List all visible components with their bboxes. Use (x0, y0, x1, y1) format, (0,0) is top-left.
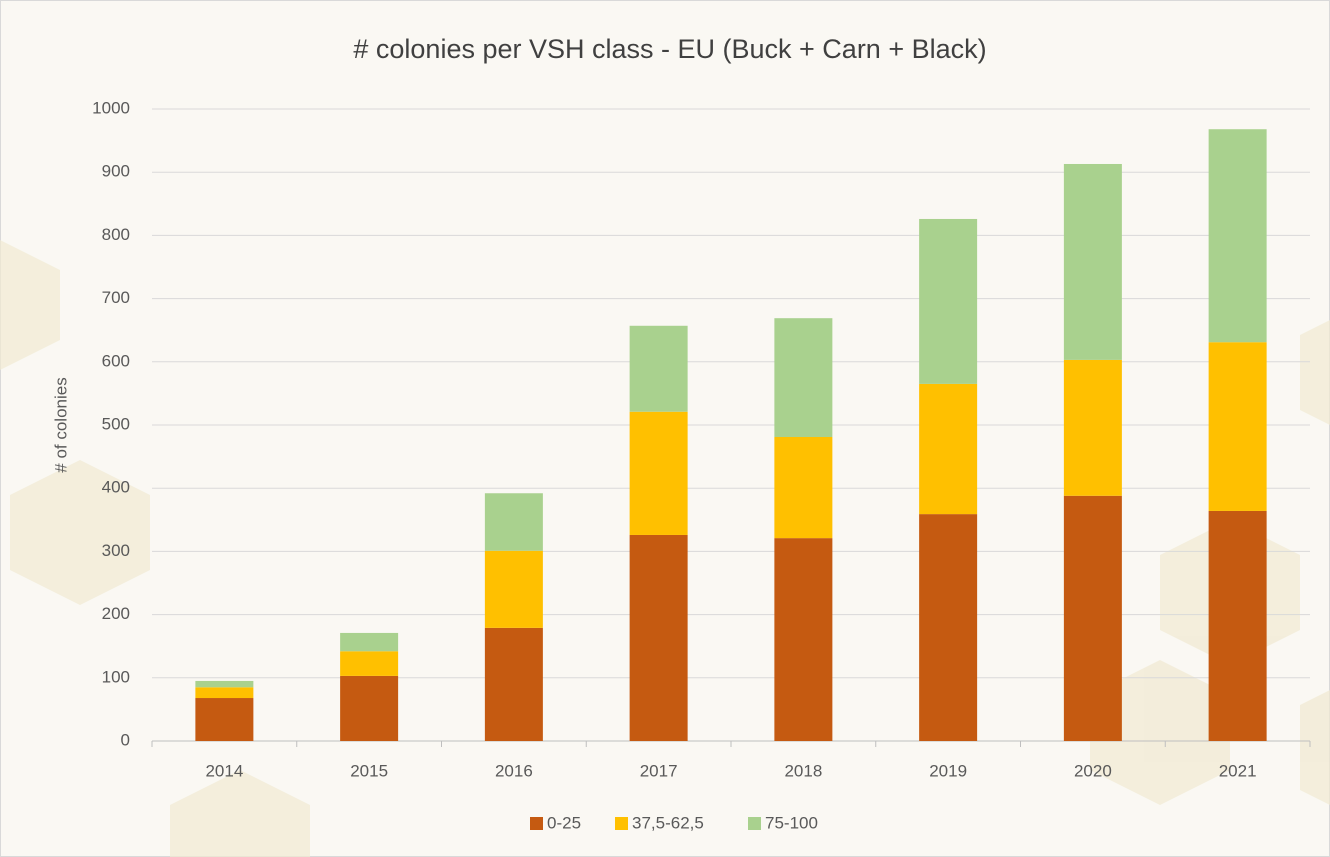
bar-segment (340, 651, 399, 676)
y-tick-label: 600 (102, 351, 130, 370)
y-tick-label: 500 (102, 414, 130, 433)
y-tick-label: 0 (121, 730, 130, 749)
bar-segment (484, 493, 543, 551)
legend-label: 0-25 (547, 813, 581, 832)
bar-segment (629, 534, 688, 741)
bar-segment (195, 680, 254, 688)
bar-segment (484, 550, 543, 628)
x-tick-label: 2018 (784, 761, 822, 780)
bar-segment (774, 538, 833, 741)
bar-segment (340, 632, 399, 652)
bar-segment (195, 698, 254, 741)
x-tick-label: 2016 (495, 761, 533, 780)
bar-segment (1208, 342, 1267, 511)
x-tick-label: 2021 (1219, 761, 1257, 780)
y-tick-label: 900 (102, 162, 130, 181)
legend-swatch (615, 817, 628, 830)
y-tick-label: 400 (102, 478, 130, 497)
y-axis-label: # of colonies (51, 377, 70, 472)
bar-segment (1208, 510, 1267, 741)
x-tick-label: 2019 (929, 761, 967, 780)
y-tick-label: 700 (102, 288, 130, 307)
bar-segment (919, 218, 978, 384)
bar-segment (629, 411, 688, 535)
bar-segment (1063, 495, 1122, 741)
x-tick-label: 2015 (350, 761, 388, 780)
y-tick-label: 100 (102, 667, 130, 686)
bar-segment (1063, 359, 1122, 496)
legend-swatch (530, 817, 543, 830)
legend-swatch (748, 817, 761, 830)
x-tick-label: 2020 (1074, 761, 1112, 780)
bar-segment (774, 437, 833, 539)
legend-label: 75-100 (765, 813, 818, 832)
y-tick-label: 300 (102, 541, 130, 560)
bar-segment (195, 687, 254, 699)
y-tick-label: 800 (102, 225, 130, 244)
legend-label: 37,5-62,5 (632, 813, 704, 832)
bar-segment (629, 325, 688, 412)
x-tick-label: 2014 (205, 761, 243, 780)
y-tick-label: 1000 (92, 98, 130, 117)
bar-segment (340, 675, 399, 741)
chart-title: # colonies per VSH class - EU (Buck + Ca… (353, 34, 986, 64)
bar-segment (1208, 129, 1267, 343)
bar-segment (1063, 163, 1122, 360)
bar-segment (919, 383, 978, 515)
bar-segment (774, 318, 833, 438)
bar-segment (919, 514, 978, 741)
x-tick-label: 2017 (640, 761, 678, 780)
y-tick-label: 200 (102, 604, 130, 623)
bar-segment (484, 627, 543, 741)
